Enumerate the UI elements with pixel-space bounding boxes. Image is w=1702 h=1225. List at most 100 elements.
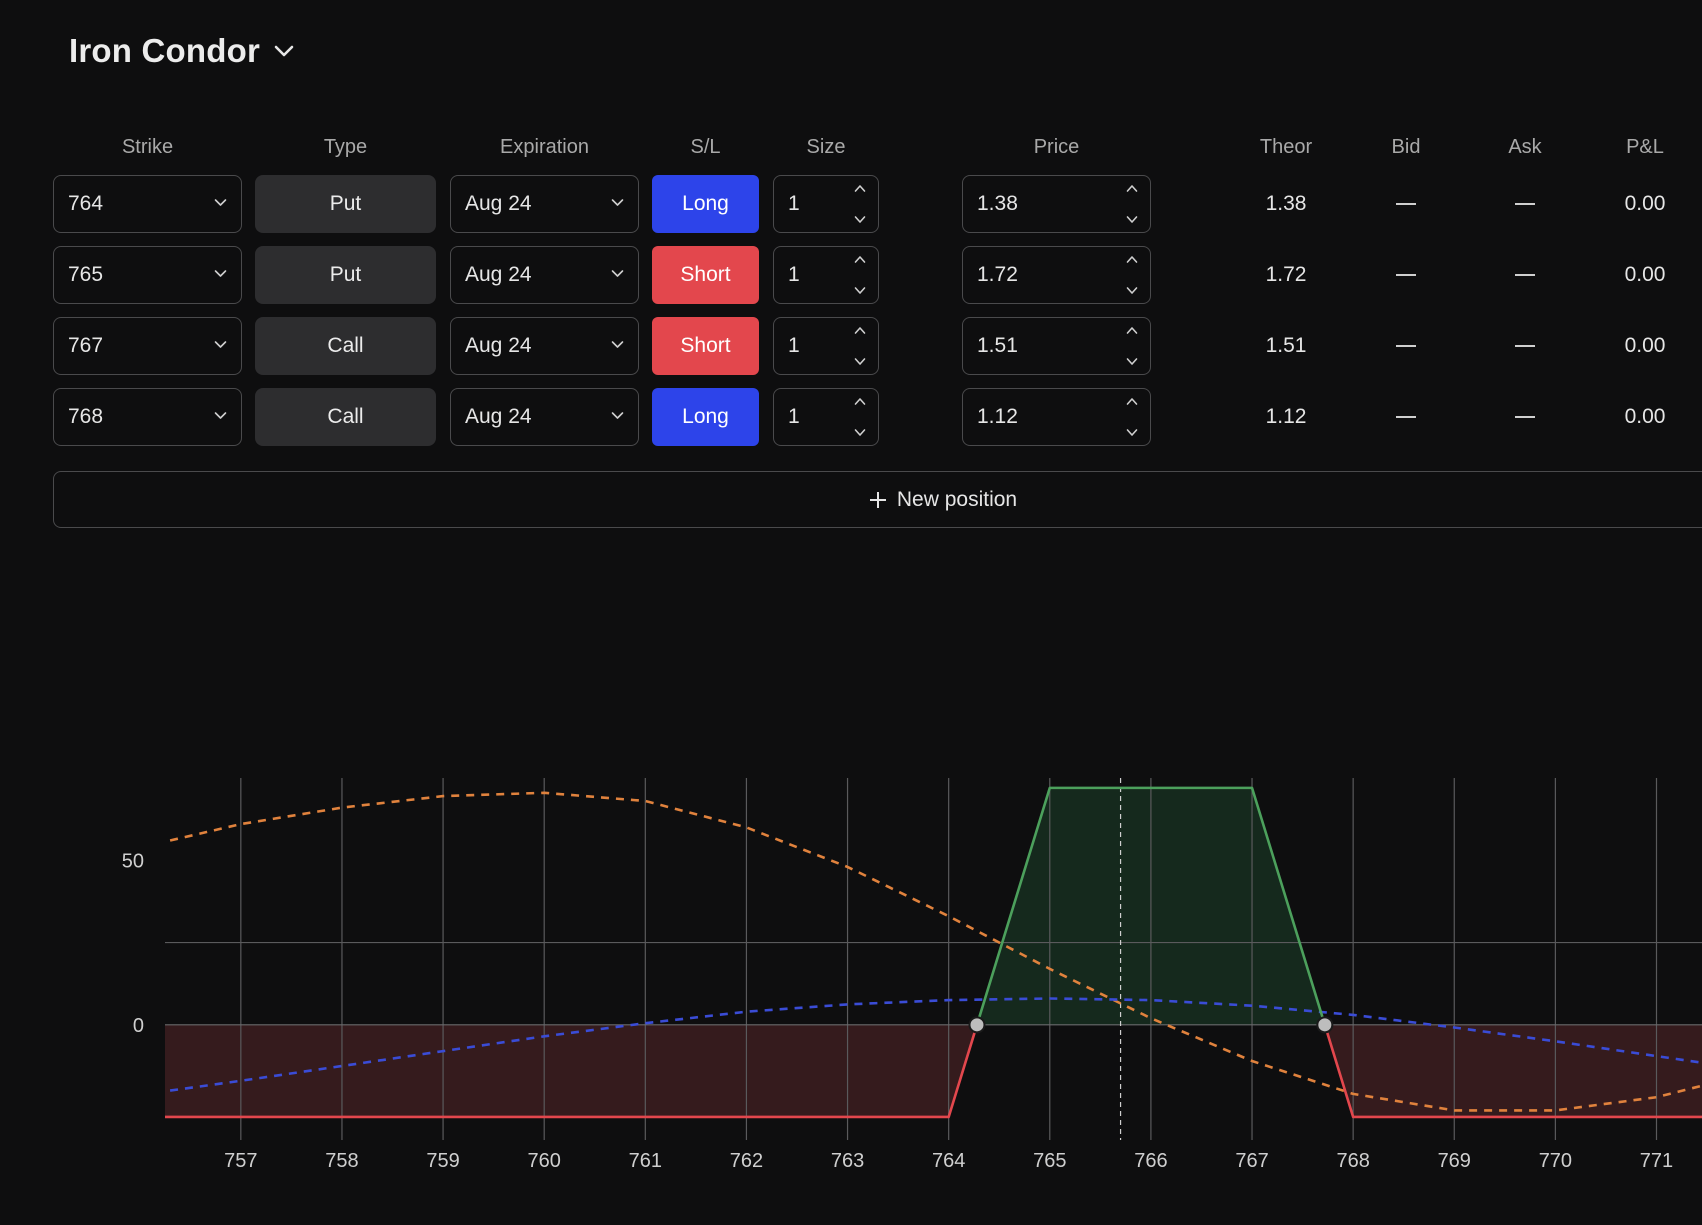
long-short-toggle-button[interactable]: Short bbox=[652, 246, 759, 304]
size-value: 1 bbox=[788, 334, 800, 357]
ask-value bbox=[1475, 175, 1575, 233]
ask-value bbox=[1475, 388, 1575, 446]
up-down-stepper-icon[interactable] bbox=[852, 255, 868, 295]
header-theor: Theor bbox=[1259, 136, 1313, 158]
strategy-title: Iron Condor bbox=[69, 32, 260, 69]
up-down-stepper-icon[interactable] bbox=[1124, 255, 1140, 295]
position-row: 764 Put Aug 24 Long 1 1.38 1.38 0.00 bbox=[0, 175, 1702, 233]
up-down-stepper-icon[interactable] bbox=[852, 184, 868, 224]
payoff-chart: 757 758 759 760 761 762 763 764 765 766 767 768 769 7… bbox=[122, 778, 1702, 1172]
price-input[interactable]: 1.12 bbox=[962, 388, 1151, 446]
payoff-line-loss-left bbox=[165, 1024, 979, 1119]
theor-value: 1.38 bbox=[1265, 192, 1307, 215]
size-input[interactable]: 1 bbox=[773, 246, 879, 304]
chevron-down-icon bbox=[214, 199, 227, 206]
type-toggle-button[interactable]: Call bbox=[255, 317, 436, 375]
payoff-line-profit bbox=[975, 786, 1327, 1026]
bid-value bbox=[1356, 317, 1456, 375]
chevron-down-icon bbox=[214, 412, 227, 419]
header-sl: S/L bbox=[690, 136, 721, 158]
expiration-value: Aug 24 bbox=[465, 263, 532, 286]
sl-label: Short bbox=[680, 334, 731, 357]
expiration-select[interactable]: Aug 24 bbox=[450, 246, 639, 304]
header-ask: Ask bbox=[1508, 136, 1542, 158]
size-input[interactable]: 1 bbox=[773, 317, 879, 375]
x-tick-label: 763 bbox=[831, 1150, 864, 1172]
position-row: 768 Call Aug 24 Long 1 1.12 1.12 0.00 bbox=[0, 388, 1702, 446]
y-tick-label: 50 bbox=[122, 850, 144, 872]
strike-select[interactable]: 767 bbox=[53, 317, 242, 375]
chevron-down-icon bbox=[214, 270, 227, 277]
sl-label: Long bbox=[682, 405, 729, 428]
size-value: 1 bbox=[788, 405, 800, 428]
header-size: Size bbox=[806, 136, 846, 158]
type-toggle-button[interactable]: Call bbox=[255, 388, 436, 446]
up-down-stepper-icon[interactable] bbox=[1124, 326, 1140, 366]
breakeven-marker bbox=[968, 1016, 986, 1034]
expiration-value: Aug 24 bbox=[465, 192, 532, 215]
up-down-stepper-icon[interactable] bbox=[852, 326, 868, 366]
header-strike: Strike bbox=[121, 136, 174, 158]
chevron-down-icon bbox=[214, 341, 227, 348]
sl-label: Short bbox=[680, 263, 731, 286]
header-expiration: Expiration bbox=[500, 136, 589, 158]
chevron-down-icon bbox=[274, 45, 294, 57]
x-tick-label: 767 bbox=[1235, 1150, 1268, 1172]
bid-value bbox=[1356, 388, 1456, 446]
strike-select[interactable]: 764 bbox=[53, 175, 242, 233]
size-value: 1 bbox=[788, 263, 800, 286]
strike-select[interactable]: 768 bbox=[53, 388, 242, 446]
strike-value: 767 bbox=[68, 334, 104, 357]
up-down-stepper-icon[interactable] bbox=[1124, 397, 1140, 437]
type-label: Call bbox=[327, 405, 364, 428]
chevron-down-icon bbox=[611, 412, 624, 419]
size-input[interactable]: 1 bbox=[773, 175, 879, 233]
strike-value: 765 bbox=[68, 263, 104, 286]
long-short-toggle-button[interactable]: Long bbox=[652, 388, 759, 446]
price-input[interactable]: 1.51 bbox=[962, 317, 1151, 375]
strike-value: 764 bbox=[68, 192, 104, 215]
loss-area-right bbox=[1324, 1024, 1702, 1117]
strategy-selector[interactable]: Iron Condor bbox=[69, 32, 294, 70]
new-position-button[interactable]: New position bbox=[53, 471, 1702, 528]
y-tick-label: 0 bbox=[133, 1015, 144, 1037]
price-input[interactable]: 1.72 bbox=[962, 246, 1151, 304]
position-row: 765 Put Aug 24 Short 1 1.72 1.72 0.00 bbox=[0, 246, 1702, 304]
x-tick-label: 760 bbox=[528, 1150, 561, 1172]
expiration-select[interactable]: Aug 24 bbox=[450, 317, 639, 375]
price-value: 1.12 bbox=[977, 405, 1018, 428]
pnl-value: 0.00 bbox=[1624, 192, 1666, 215]
x-tick-label: 764 bbox=[932, 1150, 965, 1172]
up-down-stepper-icon[interactable] bbox=[852, 397, 868, 437]
theor-value: 1.12 bbox=[1265, 405, 1307, 428]
pnl-value: 0.00 bbox=[1624, 405, 1666, 428]
type-toggle-button[interactable]: Put bbox=[255, 246, 436, 304]
expiration-value: Aug 24 bbox=[465, 405, 532, 428]
price-value: 1.38 bbox=[977, 192, 1018, 215]
price-value: 1.72 bbox=[977, 263, 1018, 286]
x-tick-label: 762 bbox=[730, 1150, 763, 1172]
expiration-select[interactable]: Aug 24 bbox=[450, 388, 639, 446]
price-value: 1.51 bbox=[977, 334, 1018, 357]
header-type: Type bbox=[323, 136, 368, 158]
ask-value bbox=[1475, 246, 1575, 304]
x-tick-label: 766 bbox=[1134, 1150, 1167, 1172]
chevron-down-icon bbox=[611, 270, 624, 277]
type-toggle-button[interactable]: Put bbox=[255, 175, 436, 233]
price-input[interactable]: 1.38 bbox=[962, 175, 1151, 233]
header-price: Price bbox=[1033, 136, 1080, 158]
up-down-stepper-icon[interactable] bbox=[1124, 184, 1140, 224]
x-tick-label: 771 bbox=[1640, 1150, 1673, 1172]
long-short-toggle-button[interactable]: Long bbox=[652, 175, 759, 233]
x-tick-label: 759 bbox=[426, 1150, 459, 1172]
theor-value: 1.51 bbox=[1265, 334, 1307, 357]
blue-dashed-series bbox=[169, 997, 1702, 1092]
x-tick-label: 757 bbox=[224, 1150, 257, 1172]
long-short-toggle-button[interactable]: Short bbox=[652, 317, 759, 375]
strike-select[interactable]: 765 bbox=[53, 246, 242, 304]
strike-value: 768 bbox=[68, 405, 104, 428]
size-input[interactable]: 1 bbox=[773, 388, 879, 446]
bid-value bbox=[1356, 175, 1456, 233]
expiration-select[interactable]: Aug 24 bbox=[450, 175, 639, 233]
size-value: 1 bbox=[788, 192, 800, 215]
